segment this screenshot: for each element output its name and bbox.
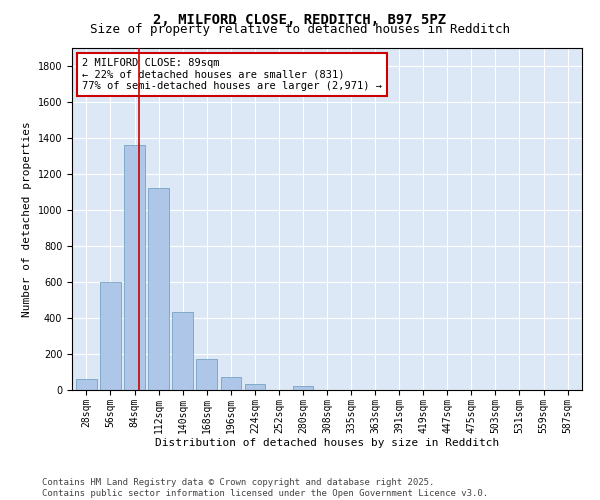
Y-axis label: Number of detached properties: Number of detached properties	[22, 121, 32, 316]
Bar	[100, 282, 121, 390]
Bar	[196, 360, 217, 390]
Bar	[293, 386, 313, 390]
Bar	[148, 188, 169, 390]
Bar	[124, 145, 145, 390]
Text: Size of property relative to detached houses in Redditch: Size of property relative to detached ho…	[90, 22, 510, 36]
Bar	[76, 379, 97, 390]
Bar	[172, 312, 193, 390]
Text: 2 MILFORD CLOSE: 89sqm
← 22% of detached houses are smaller (831)
77% of semi-de: 2 MILFORD CLOSE: 89sqm ← 22% of detached…	[82, 58, 382, 91]
Bar	[245, 384, 265, 390]
Text: 2, MILFORD CLOSE, REDDITCH, B97 5PZ: 2, MILFORD CLOSE, REDDITCH, B97 5PZ	[154, 12, 446, 26]
Bar	[221, 378, 241, 390]
Text: Contains HM Land Registry data © Crown copyright and database right 2025.
Contai: Contains HM Land Registry data © Crown c…	[42, 478, 488, 498]
X-axis label: Distribution of detached houses by size in Redditch: Distribution of detached houses by size …	[155, 438, 499, 448]
